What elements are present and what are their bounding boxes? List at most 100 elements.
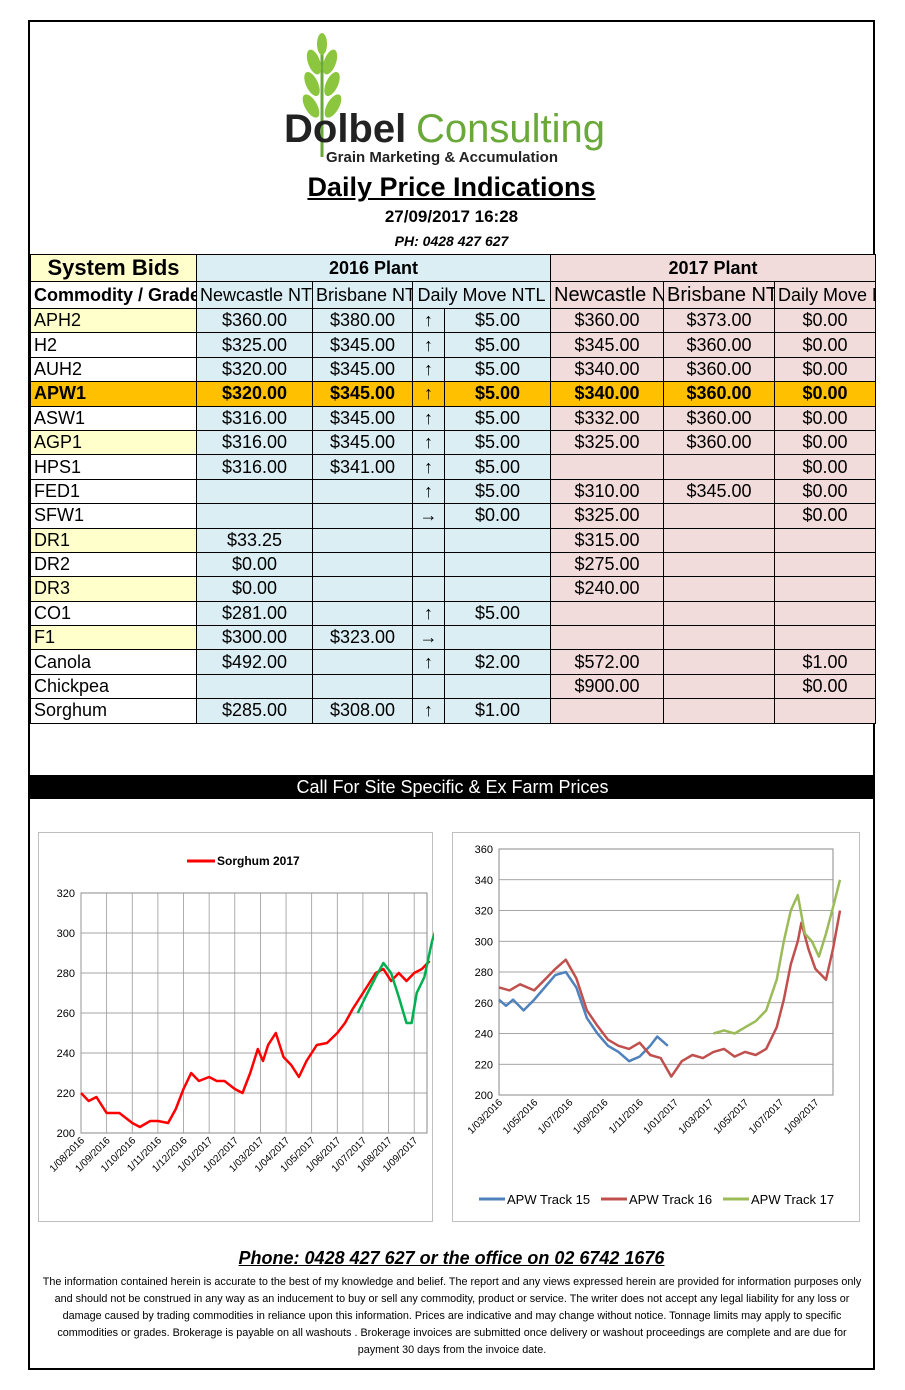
y-tick-label: 220 (475, 1059, 493, 1071)
arrow-icon: ↑ (412, 649, 445, 675)
newcastle-2017-cell: $900.00 (550, 673, 664, 700)
arrow-icon (412, 576, 445, 602)
newcastle-2017-header: Newcastle NTP TRK (550, 281, 664, 309)
daily-move-2017-cell (773, 698, 877, 724)
daily-move-2017-cell: $1.00 (773, 649, 877, 675)
y-tick-label: 320 (475, 906, 493, 918)
price-table: System Bids 2016 Plant 2017 Plant Commod… (30, 254, 877, 724)
grade-cell: AGP1 (30, 429, 197, 456)
newcastle-2017-cell: $275.00 (550, 551, 664, 578)
newcastle-2016-header: Newcastle NTP TRK (196, 281, 313, 309)
daily-move-2017-cell (773, 576, 877, 602)
table-row: DR3 $0.00 $240.00 (30, 576, 877, 602)
newcastle-2017-cell: $332.00 (550, 405, 664, 431)
daily-move-2017-cell: $0.00 (773, 673, 877, 700)
y-tick-label: 240 (57, 1048, 75, 1060)
brisbane-2016-cell (312, 503, 413, 529)
brisbane-2016-cell: $341.00 (312, 454, 413, 480)
brisbane-2017-cell: $360.00 (663, 356, 775, 383)
newcastle-2017-cell: $240.00 (550, 576, 664, 602)
arrow-icon: ↑ (412, 454, 445, 480)
x-tick-label: 1/09/2017 (782, 1097, 822, 1137)
legend-label: APW Track 16 (629, 1192, 712, 1207)
table-row: DR1 $33.25 $315.00 (30, 527, 877, 553)
x-tick-label: 1/07/2016 (536, 1097, 576, 1137)
brisbane-2017-cell (663, 673, 775, 700)
series-line (498, 970, 669, 1063)
price-rows: APH2 $360.00 $380.00 ↑ $5.00 $360.00 $373.00 $0… (30, 307, 877, 724)
arrow-icon: ↑ (412, 405, 445, 431)
grade-cell: Chickpea (30, 673, 197, 700)
call-bar: Call For Site Specific & Ex Farm Prices (30, 775, 875, 799)
newcastle-2016-cell (196, 503, 313, 529)
daily-move-2016-cell: $0.00 (444, 503, 551, 529)
arrow-icon: → (412, 503, 445, 529)
daily-move-2016-cell (444, 551, 551, 578)
newcastle-2017-cell (550, 600, 664, 627)
x-tick-label: 1/05/2016 (501, 1097, 541, 1137)
y-tick-label: 320 (57, 888, 75, 900)
daily-move-2016-cell (444, 673, 551, 700)
y-tick-label: 280 (475, 967, 493, 979)
y-tick-label: 340 (475, 875, 493, 887)
x-tick-label: 1/11/2016 (607, 1097, 646, 1136)
grade-cell: FED1 (30, 478, 197, 505)
y-tick-label: 300 (57, 928, 75, 940)
newcastle-2016-cell: $360.00 (196, 307, 313, 334)
x-tick-label: 1/03/2016 (466, 1097, 506, 1137)
daily-move-2016-cell: $5.00 (444, 332, 551, 358)
brisbane-2016-cell: $323.00 (312, 625, 413, 651)
plant-2016-header: 2016 Plant (196, 254, 551, 282)
grade-cell: ASW1 (30, 405, 197, 431)
newcastle-2016-cell: $316.00 (196, 429, 313, 456)
newcastle-2016-cell (196, 673, 313, 700)
grade-cell: AUH2 (30, 356, 197, 383)
newcastle-2017-cell: $572.00 (550, 649, 664, 675)
daily-move-2016-cell: $5.00 (444, 356, 551, 383)
arrow-icon: ↑ (412, 381, 445, 407)
grade-cell: APH2 (30, 307, 197, 334)
x-tick-label: 1/07/2017 (747, 1097, 787, 1137)
daily-move-2017-cell: $0.00 (773, 454, 877, 480)
brisbane-2016-cell: $345.00 (312, 381, 413, 407)
brisbane-2017-cell: $373.00 (663, 307, 775, 334)
newcastle-2017-cell (550, 454, 664, 480)
daily-move-2017-cell (773, 551, 877, 578)
brisbane-2017-cell: $360.00 (663, 332, 775, 358)
grade-cell: APW1 (30, 381, 197, 407)
brand-light: Consulting (416, 107, 605, 151)
brisbane-2016-cell (312, 576, 413, 602)
grade-cell: DR2 (30, 551, 197, 578)
newcastle-2016-cell: $316.00 (196, 454, 313, 480)
daily-move-2016-cell (444, 625, 551, 651)
table-row: HPS1 $316.00 $341.00 ↑ $5.00 $0.00 (30, 454, 877, 480)
table-row: FED1 ↑ $5.00 $310.00 $345.00 $0.00 (30, 478, 877, 505)
daily-move-2016-cell: $5.00 (444, 381, 551, 407)
daily-move-2016-header: Daily Move NTL (412, 281, 551, 309)
x-tick-label: 1/05/2017 (712, 1097, 752, 1137)
arrow-icon (412, 527, 445, 553)
grade-cell: F1 (30, 625, 197, 651)
newcastle-2016-cell: $320.00 (196, 381, 313, 407)
daily-move-2016-cell: $5.00 (444, 600, 551, 627)
newcastle-2016-cell: $33.25 (196, 527, 313, 553)
commodity-column-header: Commodity / Grade / NTP (30, 281, 197, 309)
brisbane-2017-cell (663, 576, 775, 602)
x-tick-label: 1/09/2016 (571, 1097, 611, 1137)
brisbane-2016-cell: $380.00 (312, 307, 413, 334)
grade-cell: CO1 (30, 600, 197, 627)
grade-cell: DR1 (30, 527, 197, 553)
newcastle-2017-cell (550, 625, 664, 651)
table-row: ASW1 $316.00 $345.00 ↑ $5.00 $332.00 $360.00 $0… (30, 405, 877, 431)
daily-move-2017-cell: $0.00 (773, 405, 877, 431)
brisbane-2016-header: Brisbane NTP TRK (312, 281, 413, 309)
newcastle-2017-cell: $325.00 (550, 503, 664, 529)
grade-cell: Canola (30, 649, 197, 675)
footer-phone: Phone: 0428 427 627 or the office on 02 … (238, 1248, 665, 1268)
grade-cell: Sorghum (30, 698, 197, 724)
brisbane-2016-cell: $345.00 (312, 356, 413, 383)
apw-track-chart-svg: 2002202402602803003203403601/03/20161/05… (466, 844, 842, 1207)
daily-move-2017-header: Daily Move NTL (773, 281, 877, 309)
series-line (80, 960, 431, 1129)
daily-move-2016-cell: $5.00 (444, 405, 551, 431)
